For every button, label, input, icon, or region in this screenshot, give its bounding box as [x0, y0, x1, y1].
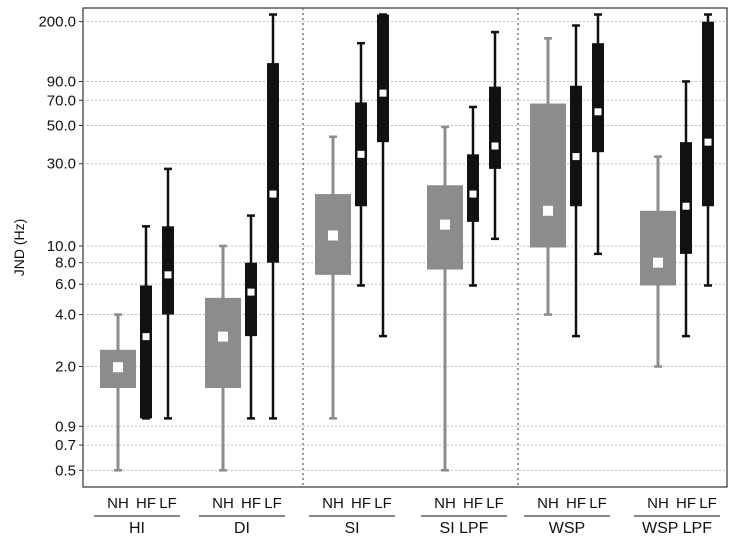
y-tick-label: 0.7	[55, 437, 76, 454]
median-marker	[543, 206, 553, 216]
x-tick-label: HF	[241, 495, 261, 512]
group-label: WSP LPF	[642, 520, 712, 537]
box-lf	[489, 87, 501, 169]
median-marker	[270, 191, 277, 198]
median-marker	[358, 151, 365, 158]
x-tick-label: LF	[699, 495, 717, 512]
x-tick-label: NH	[647, 495, 669, 512]
y-tick-label: 50.0	[47, 117, 76, 134]
group-label: SI	[344, 520, 359, 537]
group-label: SI LPF	[440, 520, 489, 537]
box-lf	[377, 15, 389, 143]
x-tick-label: NH	[434, 495, 456, 512]
median-marker	[248, 289, 255, 296]
median-marker	[470, 191, 477, 198]
median-marker	[683, 203, 690, 210]
y-tick-label: 0.5	[55, 462, 76, 479]
box-hf	[140, 285, 152, 418]
box-hf	[680, 142, 692, 254]
box-lf	[592, 43, 604, 152]
median-marker	[492, 143, 499, 150]
box-nh	[205, 298, 241, 388]
box-hf	[467, 154, 479, 222]
x-tick-label: LF	[374, 495, 392, 512]
x-tick-label: NH	[107, 495, 129, 512]
x-tick-label: NH	[537, 495, 559, 512]
median-marker	[328, 231, 338, 241]
box-hf	[570, 86, 582, 207]
median-marker	[595, 108, 602, 115]
y-tick-label: 10.0	[47, 238, 76, 255]
median-marker	[573, 153, 580, 160]
y-tick-label: 90.0	[47, 73, 76, 90]
x-tick-label: HF	[463, 495, 483, 512]
median-marker	[380, 90, 387, 97]
box-hf	[245, 263, 257, 336]
x-tick-label: LF	[589, 495, 607, 512]
plot-frame	[83, 8, 727, 487]
box-lf	[162, 226, 174, 314]
median-marker	[165, 271, 172, 278]
box-lf	[267, 63, 279, 263]
y-axis-label: JND (Hz)	[11, 219, 27, 277]
y-tick-label: 200.0	[38, 14, 76, 31]
x-tick-label: NH	[212, 495, 234, 512]
x-tick-label: LF	[159, 495, 177, 512]
median-marker	[218, 332, 228, 342]
x-tick-label: LF	[486, 495, 504, 512]
group-label: WSP	[549, 520, 585, 537]
y-tick-label: 30.0	[47, 156, 76, 173]
median-marker	[653, 258, 663, 268]
group-label: DI	[234, 520, 250, 537]
x-tick-label: HF	[351, 495, 371, 512]
x-tick-label: HF	[566, 495, 586, 512]
y-tick-label: 70.0	[47, 92, 76, 109]
median-marker	[705, 139, 712, 146]
box-lf	[702, 22, 714, 207]
x-tick-label: HF	[136, 495, 156, 512]
x-tick-label: HF	[676, 495, 696, 512]
x-tick-label: LF	[264, 495, 282, 512]
y-tick-label: 8.0	[55, 255, 76, 272]
group-label: HI	[129, 520, 145, 537]
box-nh	[640, 211, 676, 286]
median-marker	[143, 333, 150, 340]
y-tick-label: 0.9	[55, 418, 76, 435]
y-tick-label: 4.0	[55, 307, 76, 324]
median-marker	[440, 220, 450, 230]
x-tick-label: NH	[322, 495, 344, 512]
y-tick-label: 2.0	[55, 358, 76, 375]
box-nh	[530, 104, 566, 248]
median-marker	[113, 362, 123, 372]
y-tick-label: 6.0	[55, 276, 76, 293]
